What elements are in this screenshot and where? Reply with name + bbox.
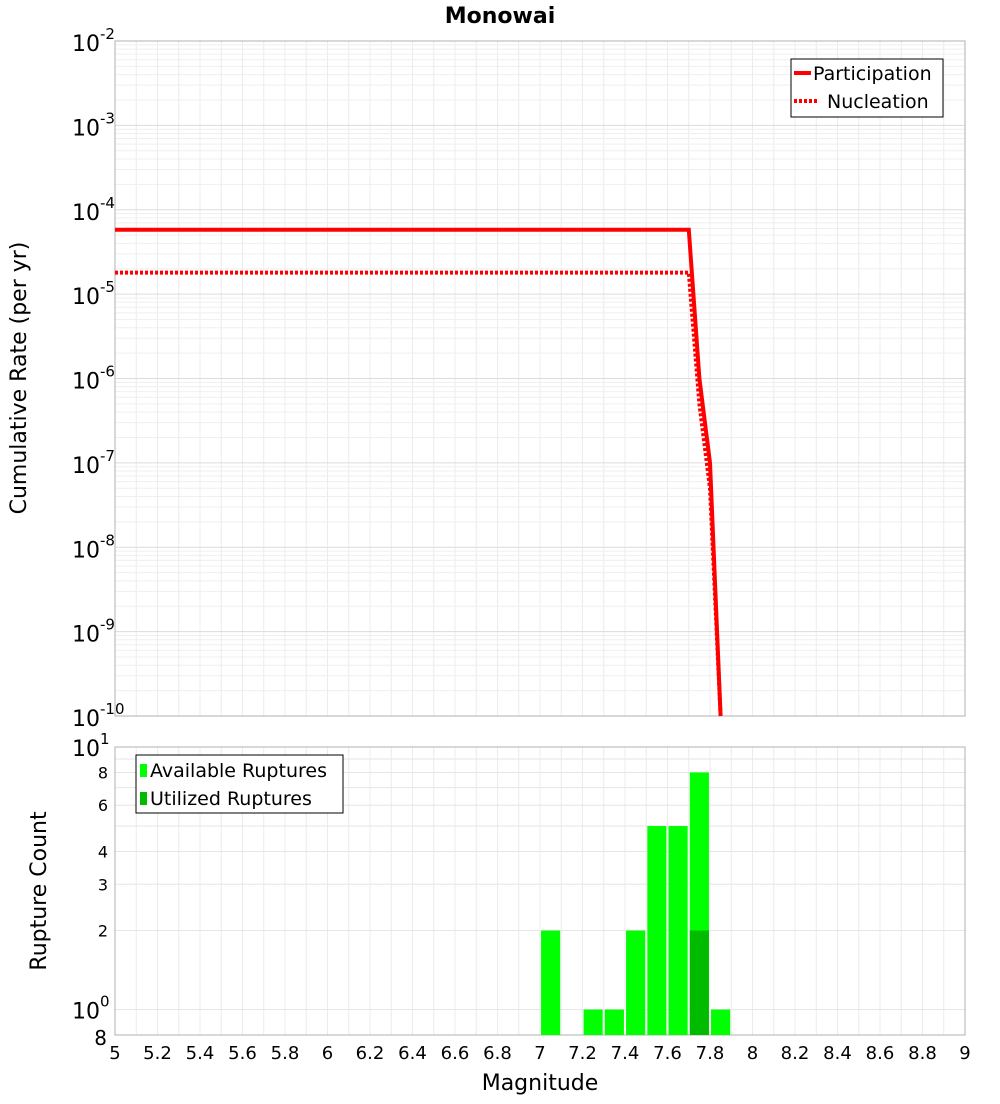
legend-swatch-available — [140, 764, 147, 777]
legend-label-participation: Participation — [813, 63, 932, 85]
x-tick-label: 8.2 — [781, 1043, 810, 1064]
x-axis-label: Magnitude — [482, 1071, 599, 1096]
rate-series-group — [115, 227, 723, 717]
bottom-y-major-tick-label: 101 — [72, 730, 110, 762]
x-tick-label: 7.6 — [653, 1043, 682, 1064]
bottom-y-tick-label: 3 — [98, 875, 108, 894]
x-tick-label: 6.6 — [441, 1043, 470, 1064]
top-plot-area — [114, 40, 966, 717]
bottom-y-tick-label: 6 — [98, 796, 108, 815]
legend-label-nucleation: Nucleation — [827, 91, 929, 113]
bottom-y-tick-label: 8 — [98, 763, 108, 782]
series-line-nucleation — [115, 270, 723, 717]
top-y-tick-label: 10-2 — [72, 25, 115, 57]
legend-label-available: Available Ruptures — [150, 760, 327, 782]
x-tick-label: 7 — [534, 1043, 545, 1064]
bar-available-ruptures — [583, 1009, 603, 1035]
top-y-tick-labels: 10-10 10-9 10-8 10-7 10-6 10-5 10-4 10-3 10-2 — [72, 25, 125, 732]
x-tick-label: 5.2 — [143, 1043, 172, 1064]
x-tick-label: 9 — [959, 1043, 970, 1064]
rupture-bars-group — [541, 772, 731, 1035]
x-tick-label: 7.2 — [568, 1043, 597, 1064]
x-tick-label: 8.8 — [908, 1043, 937, 1064]
x-tick-label: 5.4 — [186, 1043, 215, 1064]
bar-available-ruptures — [668, 826, 688, 1035]
x-tick-label: 5 — [109, 1043, 120, 1064]
bar-available-ruptures — [541, 930, 561, 1035]
top-y-tick-label: 10-9 — [72, 616, 115, 648]
bottom-y-tick-label: 2 — [98, 922, 108, 941]
bar-available-ruptures — [711, 1009, 731, 1035]
x-tick-label: 6.2 — [356, 1043, 385, 1064]
top-y-tick-label: 10-4 — [72, 194, 115, 226]
top-y-tick-label: 10-10 — [72, 700, 125, 732]
x-tick-label: 8.4 — [823, 1043, 852, 1064]
chart-title: Monowai — [445, 4, 556, 29]
bar-available-ruptures — [647, 826, 667, 1035]
bottom-y-tick-label: 4 — [98, 842, 108, 861]
x-tick-label: 7.4 — [611, 1043, 640, 1064]
top-y-tick-label: 10-5 — [72, 278, 115, 310]
x-tick-label: 5.6 — [228, 1043, 257, 1064]
bottom-y-major-tick-label: 100 — [72, 993, 110, 1025]
top-y-tick-label: 10-3 — [72, 109, 115, 141]
x-tick-label: 6.4 — [398, 1043, 427, 1064]
top-y-tick-label: 10-8 — [72, 531, 115, 563]
x-tick-label: 8 — [747, 1043, 758, 1064]
legend-label-utilized: Utilized Ruptures — [150, 788, 312, 810]
top-plot-gridlines — [114, 41, 966, 717]
top-legend-box — [790, 58, 944, 118]
bottom-plot-area — [114, 746, 966, 1036]
x-tick-label: 6 — [322, 1043, 333, 1064]
x-tick-label: 7.8 — [696, 1043, 725, 1064]
legend-swatch-utilized — [140, 792, 147, 805]
series-line-participation — [115, 227, 723, 717]
top-y-tick-label: 10-7 — [72, 447, 115, 479]
bar-utilized-ruptures — [689, 930, 709, 1035]
bar-available-ruptures — [626, 930, 646, 1035]
bar-available-ruptures — [604, 1009, 624, 1035]
top-legend: Participation Nucleation — [790, 58, 944, 118]
x-tick-labels: 5 5.2 5.4 5.6 5.8 6 6.2 6.4 6.6 6.8 7 7.2 7.4 7.6 7.8 8… — [109, 1043, 970, 1064]
top-y-axis-label: Cumulative Rate (per yr) — [7, 242, 32, 515]
bottom-y-axis-label: Rupture Count — [27, 811, 52, 971]
x-tick-label: 5.8 — [271, 1043, 300, 1064]
bottom-legend: Available Ruptures Utilized Ruptures — [135, 754, 344, 814]
bottom-legend-box — [135, 754, 344, 814]
x-tick-label: 6.8 — [483, 1043, 512, 1064]
top-y-tick-label: 10-6 — [72, 363, 115, 395]
bottom-y-axis-min-label: 8 — [94, 1026, 107, 1050]
x-tick-label: 8.6 — [866, 1043, 895, 1064]
